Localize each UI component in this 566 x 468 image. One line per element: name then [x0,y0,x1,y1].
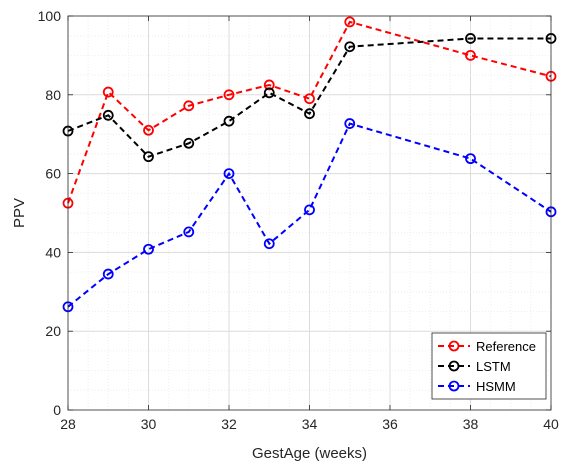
legend-label-lstm: LSTM [476,359,511,374]
legend-label-reference: Reference [476,339,536,354]
data-point-reference [223,89,235,101]
data-point-lstm [304,108,315,120]
data-point-lstm [263,87,275,99]
legend-marker-reference [448,340,460,352]
ticks-group: 28 30 32 34 36 38 40 0 20 40 60 80 100 [38,8,559,432]
data-point-lstm [143,151,154,163]
series-line-lstm [67,37,551,158]
legend-label-hsmm: HSMM [476,379,516,394]
x-tick-label: 34 [302,416,318,432]
data-point-lstm [465,33,476,44]
data-point-hsmm [223,168,235,180]
x-tick-label: 30 [141,416,157,432]
data-point-hsmm [263,238,275,250]
data-point-reference [304,93,315,105]
legend-marker-lstm [448,360,460,372]
data-point-lstm [102,109,114,121]
data-point-hsmm [304,204,315,216]
y-axis-label: PPV [11,198,28,228]
x-tick-label: 28 [60,416,76,432]
data-point-hsmm [465,153,476,165]
y-tick-label: 80 [45,87,61,103]
data-point-hsmm [102,268,114,280]
legend-marker-hsmm [448,380,460,392]
series-line-hsmm [67,122,552,308]
y-tick-label: 20 [45,323,61,339]
y-tick-label: 100 [38,8,62,24]
data-point-lstm [183,137,195,149]
series-line-reference [67,20,552,204]
data-point-hsmm [183,226,195,238]
data-point-reference [143,124,154,136]
data-point-hsmm [143,243,154,255]
data-point-reference [465,50,476,61]
x-axis-label: GestAge (weeks) [252,445,367,462]
legend: Reference LSTM HSMM [431,332,547,400]
data-point-reference [183,100,195,112]
data-point-reference [102,86,114,98]
y-tick-label: 0 [53,402,61,418]
data-point-hsmm [344,118,356,129]
y-tick-label: 60 [45,166,61,182]
data-point-lstm [344,41,356,53]
data-point-reference [263,79,275,91]
x-tick-label: 38 [463,416,479,432]
series-group [62,16,557,313]
x-tick-label: 32 [221,416,237,432]
data-point-reference [344,16,356,28]
x-tick-label: 40 [543,416,559,432]
x-tick-label: 36 [382,416,398,432]
y-tick-label: 40 [45,244,61,260]
data-point-lstm [223,115,235,127]
